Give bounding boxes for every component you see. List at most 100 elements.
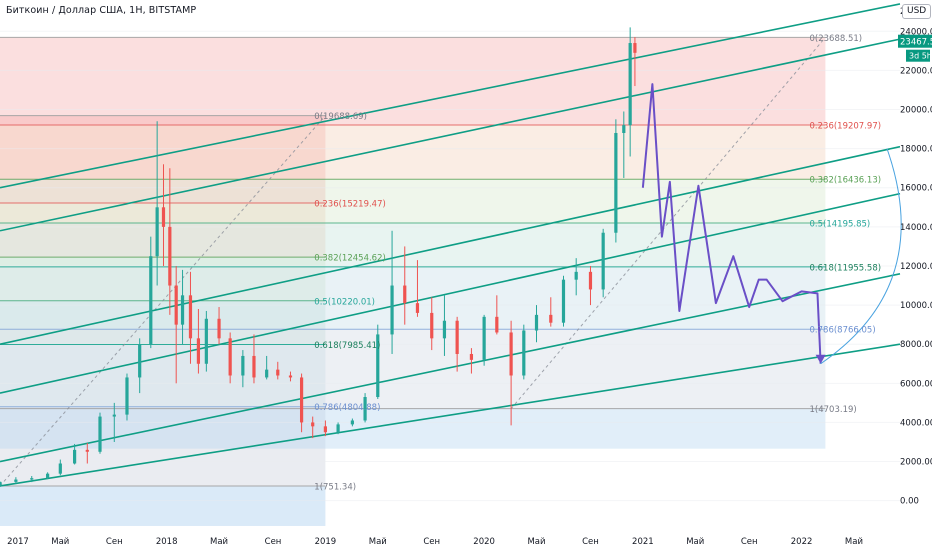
candle [161, 164, 166, 266]
candle [534, 305, 539, 343]
x-axis-tick-label: Май [51, 537, 69, 547]
candle-body [323, 426, 327, 433]
candle [633, 37, 637, 87]
candle-body [149, 256, 153, 345]
channel-line[interactable] [0, 343, 901, 487]
fib-level-label: 0.236(19207.97) [810, 122, 882, 132]
x-axis-tick-label: Сен [582, 537, 599, 547]
x-axis-tick-label: 2019 [315, 537, 337, 547]
x-axis-tick-label: 2018 [156, 537, 178, 547]
candle [522, 324, 526, 380]
candle [0, 481, 2, 487]
fib-level-label: 1(751.34) [314, 482, 356, 492]
fib-level-label: 1(4703.19) [810, 405, 857, 415]
candle-body [311, 422, 315, 427]
fib-band [0, 125, 826, 180]
fib-band [0, 329, 826, 409]
candle-body [522, 330, 526, 376]
candle-body [265, 369, 269, 378]
candle [241, 350, 245, 388]
candle-body [196, 338, 201, 364]
candle [350, 418, 354, 427]
y-axis-tick-label: 4000.00 [900, 418, 932, 428]
fib-band [0, 406, 326, 486]
x-axis-tick-label: Май [845, 537, 863, 547]
candle [252, 334, 256, 384]
candle [98, 412, 102, 454]
candle [168, 168, 172, 315]
fib-band [0, 223, 826, 267]
candle [30, 476, 34, 483]
candle-body [469, 353, 474, 360]
candle [614, 119, 618, 243]
fib-level-label: 0.382(16436.13) [810, 176, 882, 186]
candle [311, 416, 315, 439]
candle-body [46, 473, 50, 479]
fib-level-label: 0.5(14195.85) [810, 220, 871, 230]
y-axis-tick-label: 6000.00 [900, 379, 932, 389]
candle-body [217, 318, 221, 339]
fib-band [0, 257, 326, 301]
chart-title: Биткоин / Доллар США, 1Н, BITSTAMP [6, 5, 197, 16]
channel-line[interactable] [0, 38, 901, 232]
candle-body [180, 295, 185, 325]
fib-band [0, 266, 826, 330]
candle-body [430, 312, 434, 339]
channel-line[interactable] [0, 192, 901, 394]
candle-body [549, 314, 553, 323]
candle [601, 228, 605, 298]
fib-band [0, 408, 826, 449]
x-axis-tick-label: 2017 [7, 537, 29, 547]
candle [138, 338, 142, 394]
x-axis-tick-label: 2020 [473, 537, 495, 547]
candle [288, 371, 293, 382]
price-tag [898, 34, 932, 48]
candle [174, 265, 178, 384]
x-axis-tick-label: Сен [106, 537, 123, 547]
candle-body [276, 369, 280, 376]
candle-body [574, 271, 578, 280]
candle-body [350, 420, 354, 425]
x-axis-tick-label: Май [527, 537, 545, 547]
candle-body [112, 414, 116, 417]
fib-level-label: 0.236(15219.47) [314, 200, 386, 210]
candle [125, 373, 129, 421]
candle-body [495, 316, 499, 333]
y-axis-tick-label: 16000.00 [900, 184, 932, 194]
candle [455, 316, 459, 372]
candle-body [0, 481, 2, 486]
candle [85, 442, 89, 464]
candle-body [614, 132, 618, 233]
candle [14, 477, 18, 484]
candle-body [403, 285, 407, 304]
x-axis-tick-label: Май [210, 537, 228, 547]
fib-band [0, 344, 326, 407]
candle-body [415, 303, 420, 313]
candle-body [155, 207, 159, 257]
candle [196, 309, 201, 374]
candle-body [125, 377, 129, 415]
candle-body [73, 449, 77, 464]
fib-level-label: 0.5(10220.01) [314, 297, 375, 307]
candle-body [561, 279, 566, 323]
candle [549, 297, 553, 327]
candle [46, 472, 50, 480]
candle [628, 27, 632, 157]
currency-button[interactable]: USD [902, 4, 932, 19]
candle-body [241, 355, 245, 376]
y-axis-tick-label: 24000.00 [900, 27, 932, 37]
candle-body [58, 463, 62, 474]
candle [188, 271, 193, 364]
candle [495, 295, 499, 335]
fib-band [0, 115, 326, 204]
time-arc [820, 148, 902, 365]
candle-body [252, 355, 256, 378]
fib-level-label: 0.786(8766.05) [810, 326, 876, 336]
candle-body [588, 271, 593, 290]
projection-path[interactable] [641, 83, 822, 364]
x-axis-tick-label: Сен [265, 537, 282, 547]
x-axis-tick-label: Май [369, 537, 387, 547]
channel-line[interactable] [0, 3, 901, 189]
